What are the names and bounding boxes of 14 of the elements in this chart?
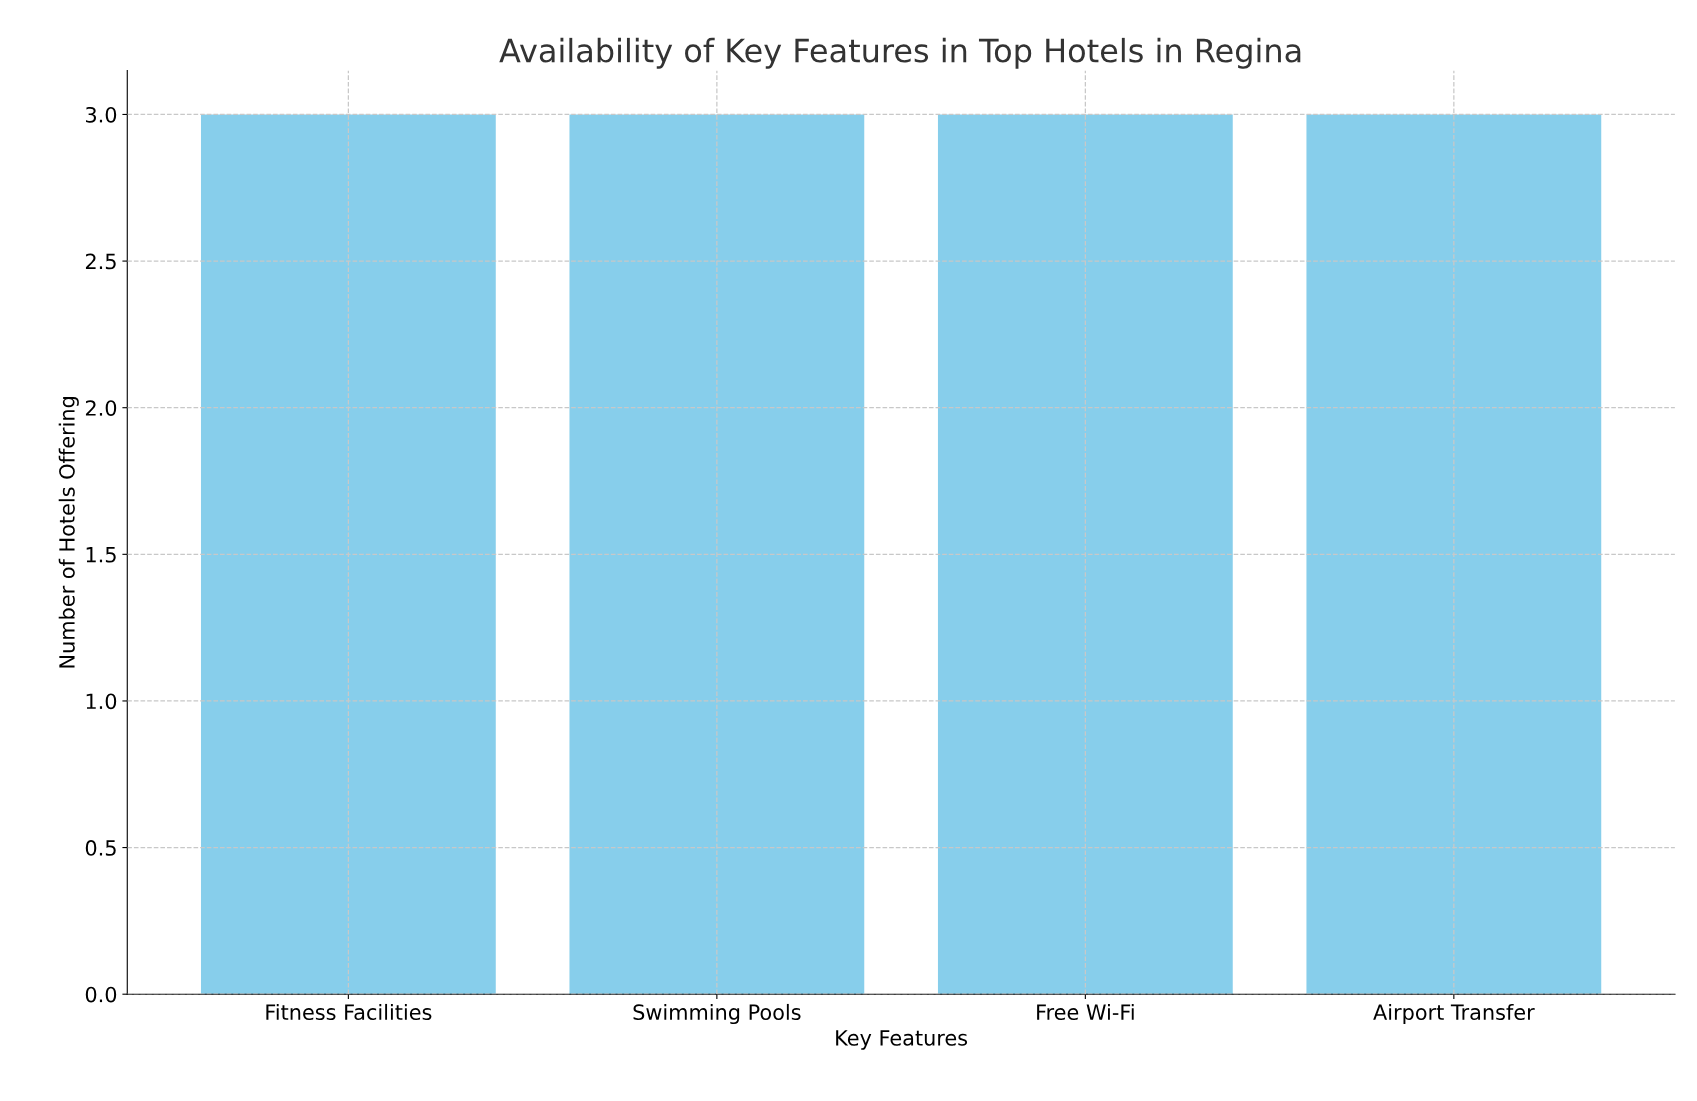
chart-title: Availability of Key Features in Top Hotels in Regina: [499, 37, 1301, 69]
y-tick-label: 2.5: [85, 253, 116, 270]
x-tick-label: Fitness Facilities: [266, 1003, 432, 1021]
y-tick-label: 0.0: [85, 986, 117, 1003]
y-tick-label: 0.5: [85, 840, 116, 856]
y-tick-label: 3.0: [86, 106, 117, 123]
y-tick-label: 1.0: [86, 693, 117, 710]
x-axis-title: Key Features: [836, 1030, 968, 1050]
x-tick-label: Free Wi-Fi: [1037, 1003, 1134, 1021]
y-tick-label: 1.5: [86, 547, 116, 563]
x-tick-label: Airport Transfer: [1373, 1003, 1535, 1025]
y-axis-title: Number of Hotels Offering: [58, 397, 79, 668]
y-tick-label: 2.0: [85, 400, 117, 416]
x-tick-label: Swimming Pools: [633, 1003, 801, 1025]
